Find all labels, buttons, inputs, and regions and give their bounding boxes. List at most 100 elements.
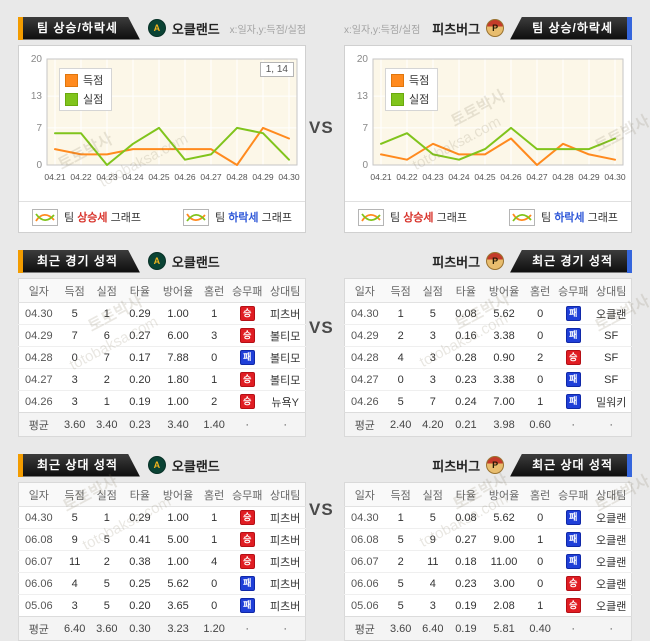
table-cell: 1.00: [156, 550, 200, 573]
result-badge: 패: [565, 510, 581, 525]
table-cell: 승: [555, 346, 592, 369]
table-cell: 2: [525, 346, 556, 369]
table-row: 04.26 3 1 0.19 1.00 2 승 뉴욕Y: [18, 390, 306, 413]
table-cell: 평균: [18, 412, 59, 437]
recent-header-left: 최근 경기 성적 A 오클랜드: [18, 249, 306, 273]
recent-panel-right: 피츠버그 P 최근 경기 성적 일자 득점 실점 타율 방어율 홈런 승무패 상대팀 04.30…: [344, 249, 632, 437]
column-header: 득점: [384, 482, 417, 507]
fall-graph-button[interactable]: 팀 하락세 그래프: [183, 208, 292, 226]
table-cell: 5: [384, 390, 417, 413]
svg-text:04.27: 04.27: [526, 172, 548, 182]
svg-text:04.28: 04.28: [226, 172, 248, 182]
table-cell: 0.19: [122, 390, 157, 413]
table-cell: 04.27: [18, 368, 59, 391]
table-cell: 3.23: [156, 616, 200, 641]
table-cell: 0: [525, 324, 556, 347]
table-cell: 피츠버: [265, 302, 306, 325]
table-cell: 3: [416, 346, 449, 369]
table-cell: 밀워키: [591, 390, 632, 413]
table-cell: 04.30: [344, 506, 385, 529]
column-header: 홈런: [199, 278, 230, 303]
table-row: 04.29 7 6 0.27 6.00 3 승 볼티모: [18, 324, 306, 347]
table-cell: 0.08: [448, 506, 483, 529]
table-cell: 5.00: [156, 528, 200, 551]
svg-text:04.29: 04.29: [252, 172, 274, 182]
table-cell: 2.40: [384, 412, 417, 437]
table-cell: 6.00: [156, 324, 200, 347]
column-header: 방어율: [482, 278, 526, 303]
rise-graph-button[interactable]: 팀 상승세 그래프: [32, 208, 141, 226]
table-cell: 패: [555, 390, 592, 413]
svg-text:04.21: 04.21: [44, 172, 66, 182]
svg-text:7: 7: [36, 123, 42, 134]
table-cell: 승: [229, 368, 266, 391]
table-row: 04.28 0 7 0.17 7.88 0 패 볼티모: [18, 346, 306, 369]
table-cell: 06.08: [344, 528, 385, 551]
table-cell: 평균: [344, 616, 385, 641]
h2h-panel-left: 최근 상대 성적 A 오클랜드 일자 득점 실점 타율 방어율 홈런 승무패 상대팀 04.30…: [18, 453, 306, 641]
recent-results-section: 최근 경기 성적 A 오클랜드 일자 득점 실점 타율 방어율 홈런 승무패 상대팀 04.30…: [18, 249, 632, 437]
column-header: 실점: [90, 278, 123, 303]
column-header: 승무패: [229, 278, 266, 303]
table-cell: 1: [90, 390, 123, 413]
result-badge: 승: [239, 372, 255, 387]
table-cell: 5: [90, 594, 123, 617]
result-badge: 패: [565, 306, 581, 321]
table-cell: 0: [525, 302, 556, 325]
table-cell: 승: [229, 302, 266, 325]
table-cell: 0.24: [448, 390, 483, 413]
rise-graph-button[interactable]: 팀 상승세 그래프: [358, 208, 467, 226]
h2h-header-right: 피츠버그 P 최근 상대 성적: [344, 453, 632, 477]
trend-lines-icon: [32, 208, 58, 226]
svg-text:04.21: 04.21: [370, 172, 392, 182]
trend-panel-left: 팀 상승/하락세 A 오클랜드 x:일자,y:득점/실점 0 7 13 20 04.21…: [18, 16, 306, 233]
average-row: 평균 3.60 6.40 0.19 5.81 0.40 · ·: [344, 616, 632, 641]
table-cell: 0: [58, 346, 91, 369]
column-header: 승무패: [229, 482, 266, 507]
table-cell: 04.29: [344, 324, 385, 347]
table-cell: 0: [525, 506, 556, 529]
table-cell: 0: [199, 346, 230, 369]
svg-text:04.26: 04.26: [500, 172, 522, 182]
fall-graph-button[interactable]: 팀 하락세 그래프: [509, 208, 618, 226]
table-cell: 0: [199, 572, 230, 595]
table-cell: ·: [591, 616, 632, 641]
result-badge: 패: [565, 372, 581, 387]
table-cell: 4: [416, 572, 449, 595]
table-cell: 04.30: [344, 302, 385, 325]
chart-footer-left: 팀 상승세 그래프 팀 하락세 그래프: [19, 201, 305, 232]
svg-text:04.27: 04.27: [200, 172, 222, 182]
accent-bar: [18, 453, 23, 477]
svg-text:04.23: 04.23: [96, 172, 118, 182]
table-cell: 0.23: [448, 572, 483, 595]
table-cell: 3: [58, 368, 91, 391]
table-cell: 0.23: [448, 368, 483, 391]
table-cell: 패: [229, 346, 266, 369]
table-cell: 2: [199, 390, 230, 413]
table-cell: 04.27: [344, 368, 385, 391]
table-cell: 3: [199, 324, 230, 347]
table-cell: 3.98: [482, 412, 526, 437]
result-badge: 승: [239, 328, 255, 343]
table-cell: 4: [199, 550, 230, 573]
h2h-panel-right: 피츠버그 P 최근 상대 성적 일자 득점 실점 타율 방어율 홈런 승무패 상대팀 04.30…: [344, 453, 632, 641]
result-badge: 승: [565, 350, 581, 365]
table-cell: 04.26: [344, 390, 385, 413]
table-cell: 3.65: [156, 594, 200, 617]
svg-text:04.29: 04.29: [578, 172, 600, 182]
legend-score: 득점: [65, 72, 103, 88]
table-cell: 볼티모: [265, 346, 306, 369]
axis-hint: x:일자,y:득점/실점: [344, 24, 421, 36]
table-header-row: 일자 득점 실점 타율 방어율 홈런 승무패 상대팀: [18, 278, 306, 303]
table-cell: 04.29: [18, 324, 59, 347]
table-cell: 0.16: [448, 324, 483, 347]
team-name-pittsburgh: 피츠버그: [432, 21, 481, 37]
table-cell: 9.00: [482, 528, 526, 551]
table-cell: 피츠버: [265, 594, 306, 617]
table-cell: 6.40: [416, 616, 449, 641]
column-header: 홈런: [525, 278, 556, 303]
h2h-header-left: 최근 상대 성적 A 오클랜드: [18, 453, 306, 477]
result-badge: 승: [565, 576, 581, 591]
table-cell: 패: [555, 528, 592, 551]
table-cell: 7.88: [156, 346, 200, 369]
